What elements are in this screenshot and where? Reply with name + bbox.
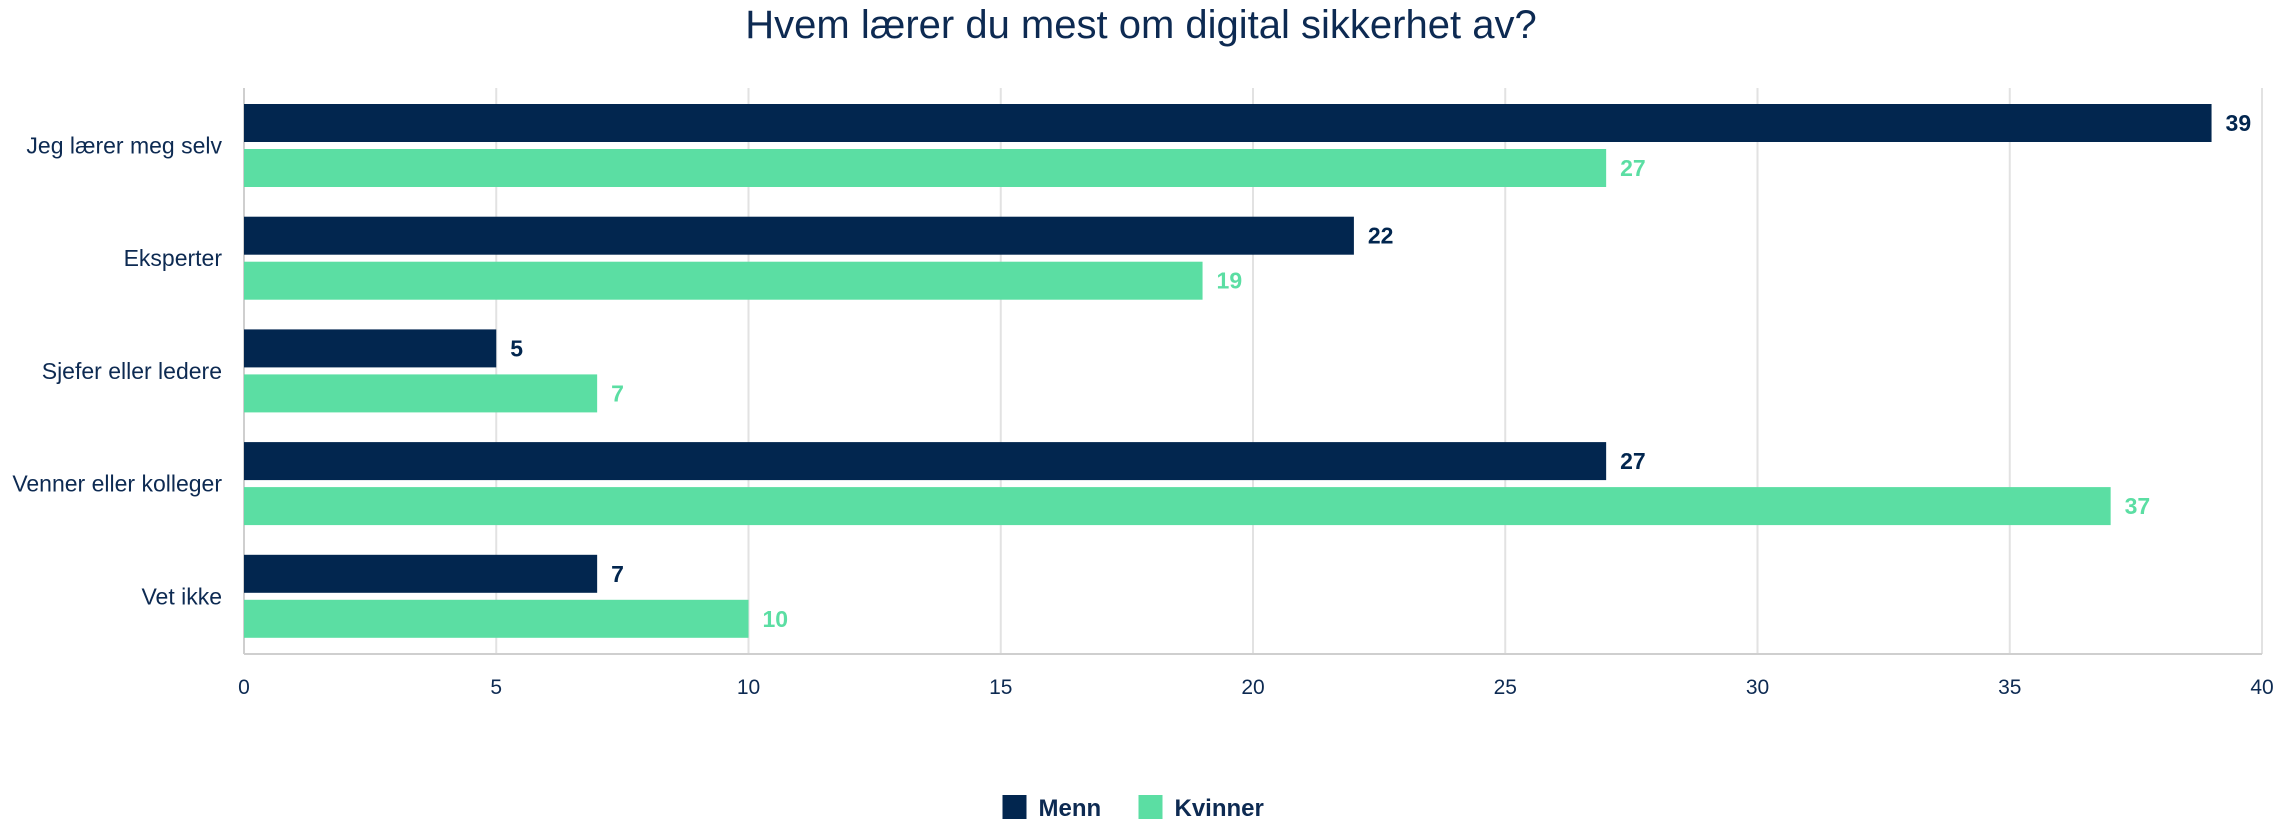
bar-kvinner (244, 374, 598, 413)
data-label-menn: 7 (611, 561, 624, 587)
bar-menn (244, 216, 1354, 255)
x-tick-label: 40 (2250, 676, 2273, 699)
x-tick-label: 35 (1998, 676, 2021, 699)
x-tick-label: 25 (1494, 676, 1517, 699)
category-label: Sjefer eller ledere (42, 358, 222, 384)
data-label-menn: 22 (1368, 223, 1394, 249)
data-label-kvinner: 19 (1217, 268, 1243, 294)
legend-label-menn: Menn (1039, 795, 1102, 822)
data-label-menn: 5 (510, 335, 523, 361)
bar-menn (244, 554, 598, 593)
category-label: Eksperter (124, 245, 223, 271)
bar-kvinner (244, 599, 749, 638)
legend-swatch-menn (1002, 795, 1027, 819)
bar-menn (244, 442, 1607, 481)
data-label-kvinner: 7 (611, 380, 624, 406)
x-tick-label: 15 (989, 676, 1012, 699)
bar-kvinner (244, 149, 1607, 187)
legend: Menn Kvinner (1002, 795, 1264, 822)
x-tick-label: 20 (1241, 676, 1264, 699)
bar-kvinner (244, 487, 2111, 526)
data-label-menn: 27 (1620, 448, 1646, 474)
category-label: Venner eller kolleger (12, 471, 222, 497)
data-label-kvinner: 10 (763, 606, 789, 632)
data-label-kvinner: 37 (2125, 493, 2151, 519)
category-label: Jeg lærer meg selv (26, 133, 222, 159)
bar-menn (244, 104, 2212, 142)
x-tick-label: 10 (737, 676, 760, 699)
x-tick-label: 30 (1746, 676, 1769, 699)
chart-title: Hvem lærer du mest om digital sikkerhet … (745, 3, 1536, 47)
labels: 0 5 10 15 20 25 30 35 40 Jeg lærer meg selv 39 27 Ek… (12, 110, 2273, 699)
bars (244, 104, 2212, 638)
x-tick-label: 0 (238, 676, 250, 699)
legend-swatch-kvinner (1138, 795, 1163, 819)
bar-menn (244, 329, 497, 368)
legend-label-kvinner: Kvinner (1175, 795, 1264, 822)
data-label-menn: 39 (2226, 110, 2252, 136)
bar-kvinner (244, 261, 1203, 300)
x-tick-label: 5 (490, 676, 502, 699)
data-label-kvinner: 27 (1620, 155, 1646, 181)
category-label: Vet ikke (141, 583, 222, 609)
